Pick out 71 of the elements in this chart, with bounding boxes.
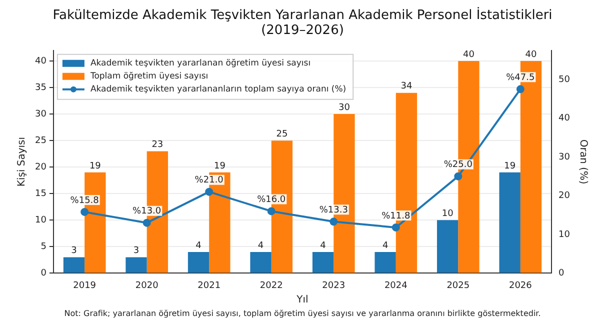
data-label: %13.3 [319,206,348,216]
data-label: %15.8 [70,196,100,206]
text: Not: Grafik; yararlanan öğretim üyesi sayısı, toplam öğretim üyesi sayısı ve yararlanma oranını birlikte göstermektedir. [63,309,542,318]
data-label: 4 [382,240,388,251]
data-label: %16.0 [257,195,286,206]
data-label: %25.0 [444,160,473,170]
y2-tick-label: 10 [558,230,570,240]
x-tick-label: 2020 [135,280,159,291]
data-label: 19 [89,161,102,172]
data-label: 34 [400,82,412,92]
point [205,188,214,196]
data-label: 3 [133,246,140,256]
x-tick-label: 2022 [260,280,283,291]
x-tick-label: 2023 [322,280,346,291]
bar [250,252,272,273]
data-label: 40 [463,50,475,60]
y2-axis-title: Oran (%) [577,139,588,184]
data-label: 30 [338,102,350,113]
legend-label: Akademik teşvikten yararlanan öğretim üyesi sayısı [90,58,311,69]
data-label: 19 [214,161,226,172]
x-tick-label: 2021 [198,280,221,291]
legend-label: Toplam öğretim üyesi sayısı [89,72,208,82]
data-label: 19 [504,161,516,172]
y-tick-label: 40 [35,56,47,66]
data-label: %47.5 [506,72,535,83]
x-tick-label: 2026 [508,280,532,291]
y2-tick-label: 40 [558,114,570,124]
data-label: 4 [196,240,202,251]
y-tick-label: 25 [35,136,46,146]
point [454,172,462,180]
y2-tick-label: 30 [558,152,570,162]
y2-tick-label: 50 [558,74,570,85]
point [330,218,338,226]
data-label: 4 [320,240,326,251]
y-tick-label: 15 [35,188,46,199]
y-tick-label: 10 [35,215,47,226]
data-label: 40 [525,50,537,60]
y2-tick-label: 20 [558,191,570,202]
bar [126,257,147,273]
x-tick-label: 2024 [384,280,408,291]
chart-title: Fakültemizde Akademik Teşvikten Yararlanan Akademik Personel İstatistikleri (2019–2026) [52,8,554,38]
data-label: 10 [442,208,454,219]
x-tick-label: 2019 [73,280,96,291]
y-tick-label: 35 [35,82,46,93]
data-label: 25 [276,129,288,140]
x-axis-title: Yıl [296,294,308,306]
bar [312,252,334,273]
data-label: %13.0 [132,206,162,217]
y-tick-label: 0 [40,268,47,279]
y2-tick-label: 0 [558,268,565,279]
bar [374,252,396,273]
data-label: %11.8 [382,211,410,222]
point [142,218,151,227]
point [267,207,276,216]
data-label: 4 [258,240,264,251]
data-label: 23 [152,140,164,150]
bar [188,252,210,273]
point [392,223,400,232]
bar [63,257,85,273]
bar [499,172,520,273]
y-tick-label: 30 [35,109,47,120]
y-tick-label: 20 [35,162,47,172]
y-tick-label: 5 [40,242,46,252]
data-label: %21.0 [194,176,224,186]
y-axis-title: Kişi Sayısı [16,136,28,187]
x-tick-label: 2025 [446,280,470,291]
legend-label: Akademik teşvikten yararlananların toplam sayıya oranı (%) [90,84,346,95]
point [80,208,89,216]
data-label: 3 [71,246,77,256]
bar [436,220,458,273]
point [516,85,524,94]
